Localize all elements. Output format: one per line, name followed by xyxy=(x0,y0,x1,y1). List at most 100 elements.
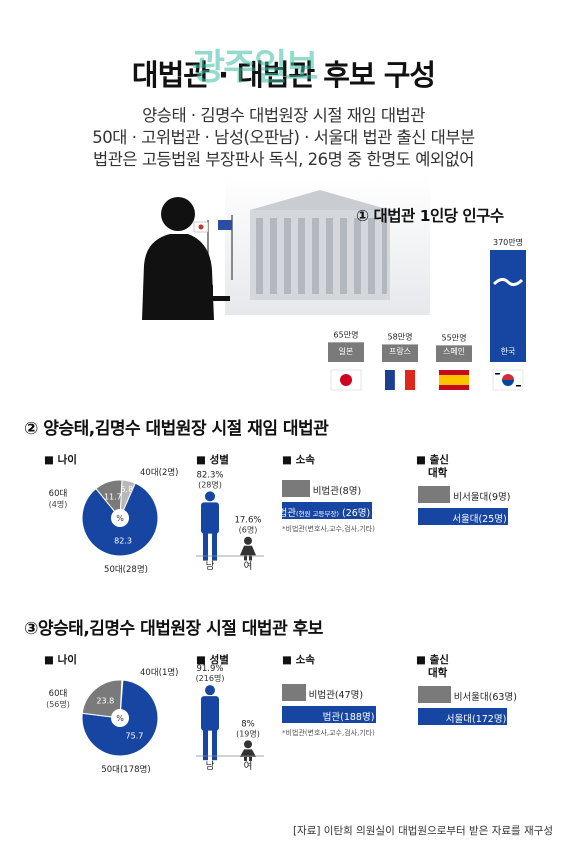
affiliation-panel-title-3: ■ 소속 xyxy=(282,654,315,666)
bar-비법관 xyxy=(282,684,306,701)
flag-es-icon xyxy=(439,370,469,390)
affiliation-chart-2: 비법관(8명) 법관(현원 고등부장) (26명) *비법관(변호사,교수,검사,기… xyxy=(278,480,402,550)
female-count-label: (19명) xyxy=(236,728,260,738)
pie-category-label: 50대(178명) xyxy=(101,764,150,775)
age-pie-chart-3: 0.475.723.8%40대(1명)60대(56명)50대(178명) xyxy=(46,667,179,775)
subtitle-line-1: 양승태 · 김명수 대법원장 시절 재임 대법관 xyxy=(142,106,425,125)
male-value-label: 82.3% xyxy=(196,470,223,480)
pie-category-label: 40대(1명) xyxy=(140,667,179,678)
bar-서울대 xyxy=(418,708,508,725)
section-3-title: ③양승태,김명수 대법원장 시절 대법관 후보 xyxy=(24,619,323,639)
female-figure-icon xyxy=(240,536,256,561)
age-panel-title-3: ■ 나이 xyxy=(44,654,77,666)
source-note: [자료] 이탄희 의원실이 대법원으로부터 받은 자료를 재구성 xyxy=(292,825,553,837)
affiliation-chart-3: 비법관(47명) 법관(188명) *비법관(변호사,교수,검사,기타) xyxy=(282,684,402,754)
pie-category-label: 60대 xyxy=(49,689,68,699)
bar-법관 xyxy=(282,502,373,519)
court-illustration xyxy=(142,175,430,320)
gender-female-label: 여 xyxy=(244,560,253,572)
bar-비서울대 xyxy=(418,486,451,503)
affiliation-footnote: *비법관(변호사,교수,검사,기타) xyxy=(282,525,375,533)
subtitle-line-2: 50대 · 고위법관 · 남성(오판남) · 서울대 법관 출신 대부분 xyxy=(92,128,475,147)
university-panel-title-3: ■ 출신 xyxy=(416,654,449,666)
newspaper-watermark: 광주일보 xyxy=(192,47,318,88)
pie-value-label: 23.8 xyxy=(96,697,114,706)
pie-center-label: % xyxy=(116,714,124,723)
male-figure-icon xyxy=(201,685,219,761)
pie-value-label: 5.8 xyxy=(120,485,133,494)
gender-panel-title-3: ■ 성별 xyxy=(196,654,229,666)
flag-jp-icon xyxy=(330,369,362,391)
university-chart-2: 비서울대(9명) 서울대(25명) xyxy=(418,486,543,536)
section-2-title: ② 양승태,김명수 대법원장 시절 재임 대법관 xyxy=(24,419,329,439)
affiliation-footnote: *비법관(변호사,교수,검사,기타) xyxy=(282,729,375,737)
population-bar-jp xyxy=(328,342,364,362)
page-title: 대법관 · 대법관 후보 구성 xyxy=(131,58,436,92)
age-pie-chart-2: 5.8 82.3 11.7% 40대(2명) 60대(4명) 50대(28명) xyxy=(49,467,179,575)
bar-label: 법관(현원 고등부장) (26명) xyxy=(278,508,371,519)
gender-panel-title-2: ■ 성별 xyxy=(196,454,229,466)
pie-center xyxy=(111,509,129,527)
pie-center-label: % xyxy=(116,514,124,523)
university-chart-3: 비서울대(63명) 서울대(172명) xyxy=(418,686,543,736)
flag-fr-icon xyxy=(385,369,415,391)
gender-female-label: 여 xyxy=(244,760,253,772)
bar-비서울대 xyxy=(418,686,451,703)
male-value-label: 91.9% xyxy=(196,664,223,674)
bar-법관 xyxy=(282,706,377,723)
gender-chart-2: 82.3%(28명) 17.6%(6명) 남 여 xyxy=(196,470,264,572)
population-bar-fr xyxy=(382,344,418,362)
population-bar-es xyxy=(436,345,472,362)
population-category-label: 프랑스 xyxy=(389,346,411,356)
pie-category-label: 60대 xyxy=(49,489,68,499)
population-value-label: 370만명 xyxy=(493,237,523,247)
university-panel-title-3b: 대학 xyxy=(428,667,448,679)
korea-wave-icon xyxy=(492,277,524,287)
bar-비법관 xyxy=(282,480,310,497)
pie-center xyxy=(111,709,129,727)
bar-label: 비법관(47명) xyxy=(308,690,364,701)
male-count-label: (216명) xyxy=(196,673,225,683)
flag-kr-icon xyxy=(492,369,524,391)
gender-chart-3: 91.9%(216명) 8%(19명) 남 여 xyxy=(196,664,264,772)
bar-label: 비서울대(9명) xyxy=(453,492,511,503)
female-value-label: 8% xyxy=(241,719,255,729)
supreme-court-building-icon xyxy=(250,190,390,300)
pie-slice xyxy=(95,479,123,520)
section-1-title: ① 대법관 1인당 인구수 xyxy=(356,207,504,225)
judge-silhouette-icon xyxy=(142,197,230,320)
male-figure-icon xyxy=(201,491,219,561)
bar-label: 법관(188명) xyxy=(322,712,375,723)
male-count-label: (28명) xyxy=(198,479,222,489)
female-figure-icon xyxy=(240,740,256,761)
affiliation-panel-title-2: ■ 소속 xyxy=(282,454,315,466)
pie-value-label: 75.7 xyxy=(126,732,144,741)
female-value-label: 17.6% xyxy=(234,516,261,526)
population-value-label: 58만명 xyxy=(388,331,413,341)
pie-slice xyxy=(81,679,123,719)
subtitle-line-3: 법관은 고등법원 부장판사 독식, 26명 중 한명도 예외없어 xyxy=(93,150,474,169)
bar-label: 비법관(8명) xyxy=(312,486,362,497)
age-panel-title-2: ■ 나이 xyxy=(44,454,77,466)
population-category-label: 한국 xyxy=(501,347,516,356)
pie-category-label: 50대(28명) xyxy=(104,564,148,575)
bar-label: 서울대(172명) xyxy=(445,714,507,725)
pie-count-label: (56명) xyxy=(46,699,70,709)
bar-label: 서울대(25명) xyxy=(452,514,507,525)
university-panel-title-2b: 대학 xyxy=(428,467,448,479)
population-category-label: 스페인 xyxy=(443,346,465,356)
population-value-label: 65만명 xyxy=(334,329,359,339)
population-category-label: 일본 xyxy=(339,347,354,356)
gender-male-label: 남 xyxy=(206,761,215,772)
gender-male-label: 남 xyxy=(206,561,215,572)
pie-category-label: 40대(2명) xyxy=(140,467,179,478)
population-value-label: 55만명 xyxy=(442,332,467,342)
pie-value-label: 11.7 xyxy=(104,492,122,501)
bar-label: 비서울대(63명) xyxy=(453,692,517,703)
female-count-label: (6명) xyxy=(239,525,258,535)
pie-count-label: (4명) xyxy=(49,499,68,509)
population-bar-kr xyxy=(490,250,526,362)
bar-서울대 xyxy=(418,508,508,525)
